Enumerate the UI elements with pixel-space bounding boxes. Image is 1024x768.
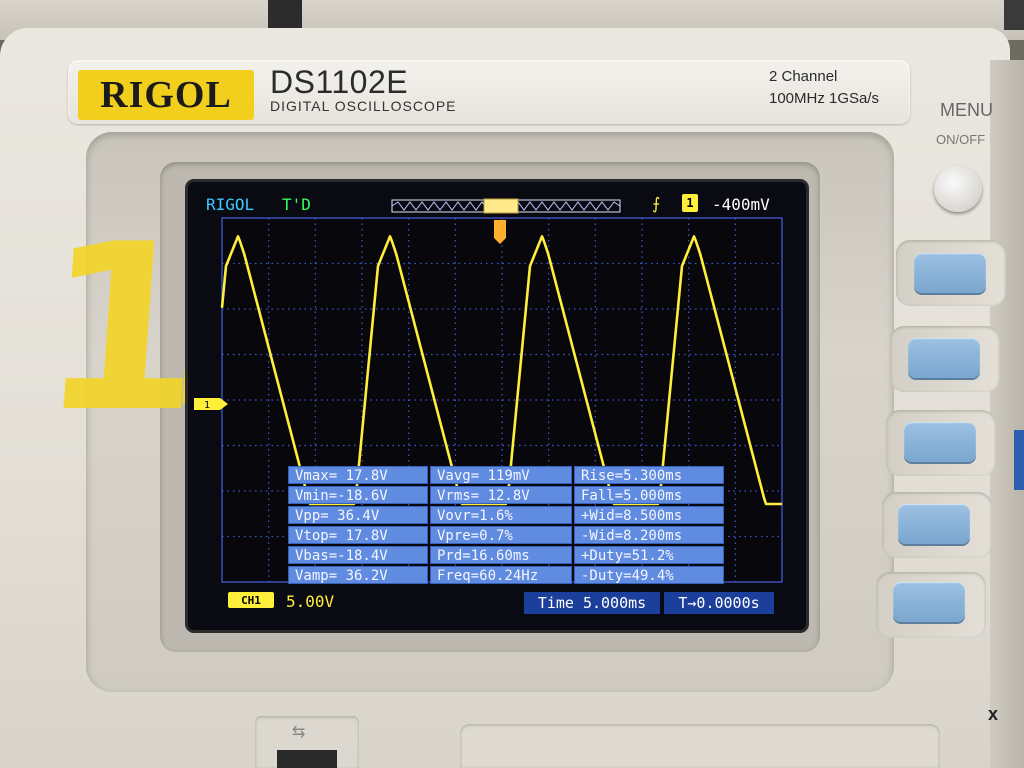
side-button-edge — [1014, 430, 1024, 490]
measurement-value: Vpre=0.7% — [430, 526, 572, 544]
channel-ground-marker — [194, 398, 228, 410]
measurement-row: Vmin=-18.6V Vrms= 12.8V Fall=5.000ms — [288, 486, 726, 505]
measurement-value: Vpp= 36.4V — [288, 506, 428, 524]
channel-scale: 5.00V — [286, 592, 335, 611]
softkey-2-button[interactable] — [908, 338, 980, 378]
trigger-source-badge: 1 — [682, 194, 698, 212]
softkey-3-button[interactable] — [904, 422, 976, 462]
measurement-row: Vbas=-18.4V Prd=16.60ms +Duty=51.2% — [288, 546, 726, 565]
menu-onoff-button[interactable] — [934, 166, 982, 212]
measurement-table: Vmax= 17.8V Vavg= 119mV Rise=5.300ms Vmin=-… — [288, 466, 726, 586]
measurement-row: Vmax= 17.8V Vavg= 119mV Rise=5.300ms — [288, 466, 726, 485]
oscilloscope-screen: 1 RIGOL T'D ⨍ 1 -400mV Vmax= 17.8V Vavg= … — [188, 182, 806, 630]
memory-window — [483, 198, 519, 214]
model-name: DS1102E — [270, 64, 409, 100]
measurement-value: -Wid=8.200ms — [574, 526, 724, 544]
measurement-value: Vmax= 17.8V — [288, 466, 428, 484]
trigger-status: T'D — [282, 195, 311, 214]
close-icon: x — [988, 704, 999, 724]
measurement-value: Vavg= 119mV — [430, 466, 572, 484]
measurement-value: Vovr=1.6% — [430, 506, 572, 524]
softkey-4-button[interactable] — [898, 504, 970, 544]
model-subtitle: DIGITAL OSCILLOSCOPE — [270, 98, 457, 114]
trigger-position-marker — [494, 220, 506, 244]
measurement-value: +Wid=8.500ms — [574, 506, 724, 524]
usb-port[interactable] — [277, 750, 337, 768]
measurement-value: Freq=60.24Hz — [430, 566, 572, 584]
measurement-row: Vtop= 17.8V Vpre=0.7% -Wid=8.200ms — [288, 526, 726, 545]
measurement-value: Prd=16.60ms — [430, 546, 572, 564]
softkey-1-button[interactable] — [914, 253, 986, 293]
measurement-value: Rise=5.300ms — [574, 466, 724, 484]
timebase-readout: Time 5.000ms — [524, 592, 660, 614]
measurement-value: +Duty=51.2% — [574, 546, 724, 564]
measurement-value: Vrms= 12.8V — [430, 486, 572, 504]
measurement-value: Vbas=-18.4V — [288, 546, 428, 564]
softkey-5-button[interactable] — [893, 582, 965, 622]
usb-icon: ⇆ — [292, 724, 306, 741]
spec-bandwidth: 100MHz 1GSa/s — [769, 90, 880, 107]
side-panel — [990, 60, 1024, 768]
brand-logo: RIGOL — [78, 70, 254, 120]
measurement-row: Vpp= 36.4V Vovr=1.6% +Wid=8.500ms — [288, 506, 726, 525]
trigger-delay-readout: T→0.0000s — [664, 592, 774, 614]
channel-ground-label: 1 — [204, 400, 210, 411]
channel-scale-badge: CH1 — [228, 592, 274, 608]
rising-edge-icon: ⨍ — [652, 196, 661, 213]
menu-label: MENU — [940, 100, 993, 120]
measurement-value: Vamp= 36.2V — [288, 566, 428, 584]
screen-brand: RIGOL — [206, 195, 255, 214]
measurement-value: -Duty=49.4% — [574, 566, 724, 584]
background-post — [1004, 0, 1024, 30]
spec-channels: 2 Channel — [769, 68, 838, 85]
ch1-waveform — [220, 235, 782, 506]
lower-panel — [460, 724, 940, 768]
measurement-value: Vmin=-18.6V — [288, 486, 428, 504]
trigger-level: -400mV — [712, 195, 770, 214]
menu-sublabel: ON/OFF — [936, 132, 986, 147]
measurement-row: Vamp= 36.2V Freq=60.24Hz -Duty=49.4% — [288, 566, 726, 585]
measurement-value: Fall=5.000ms — [574, 486, 724, 504]
measurement-value: Vtop= 17.8V — [288, 526, 428, 544]
